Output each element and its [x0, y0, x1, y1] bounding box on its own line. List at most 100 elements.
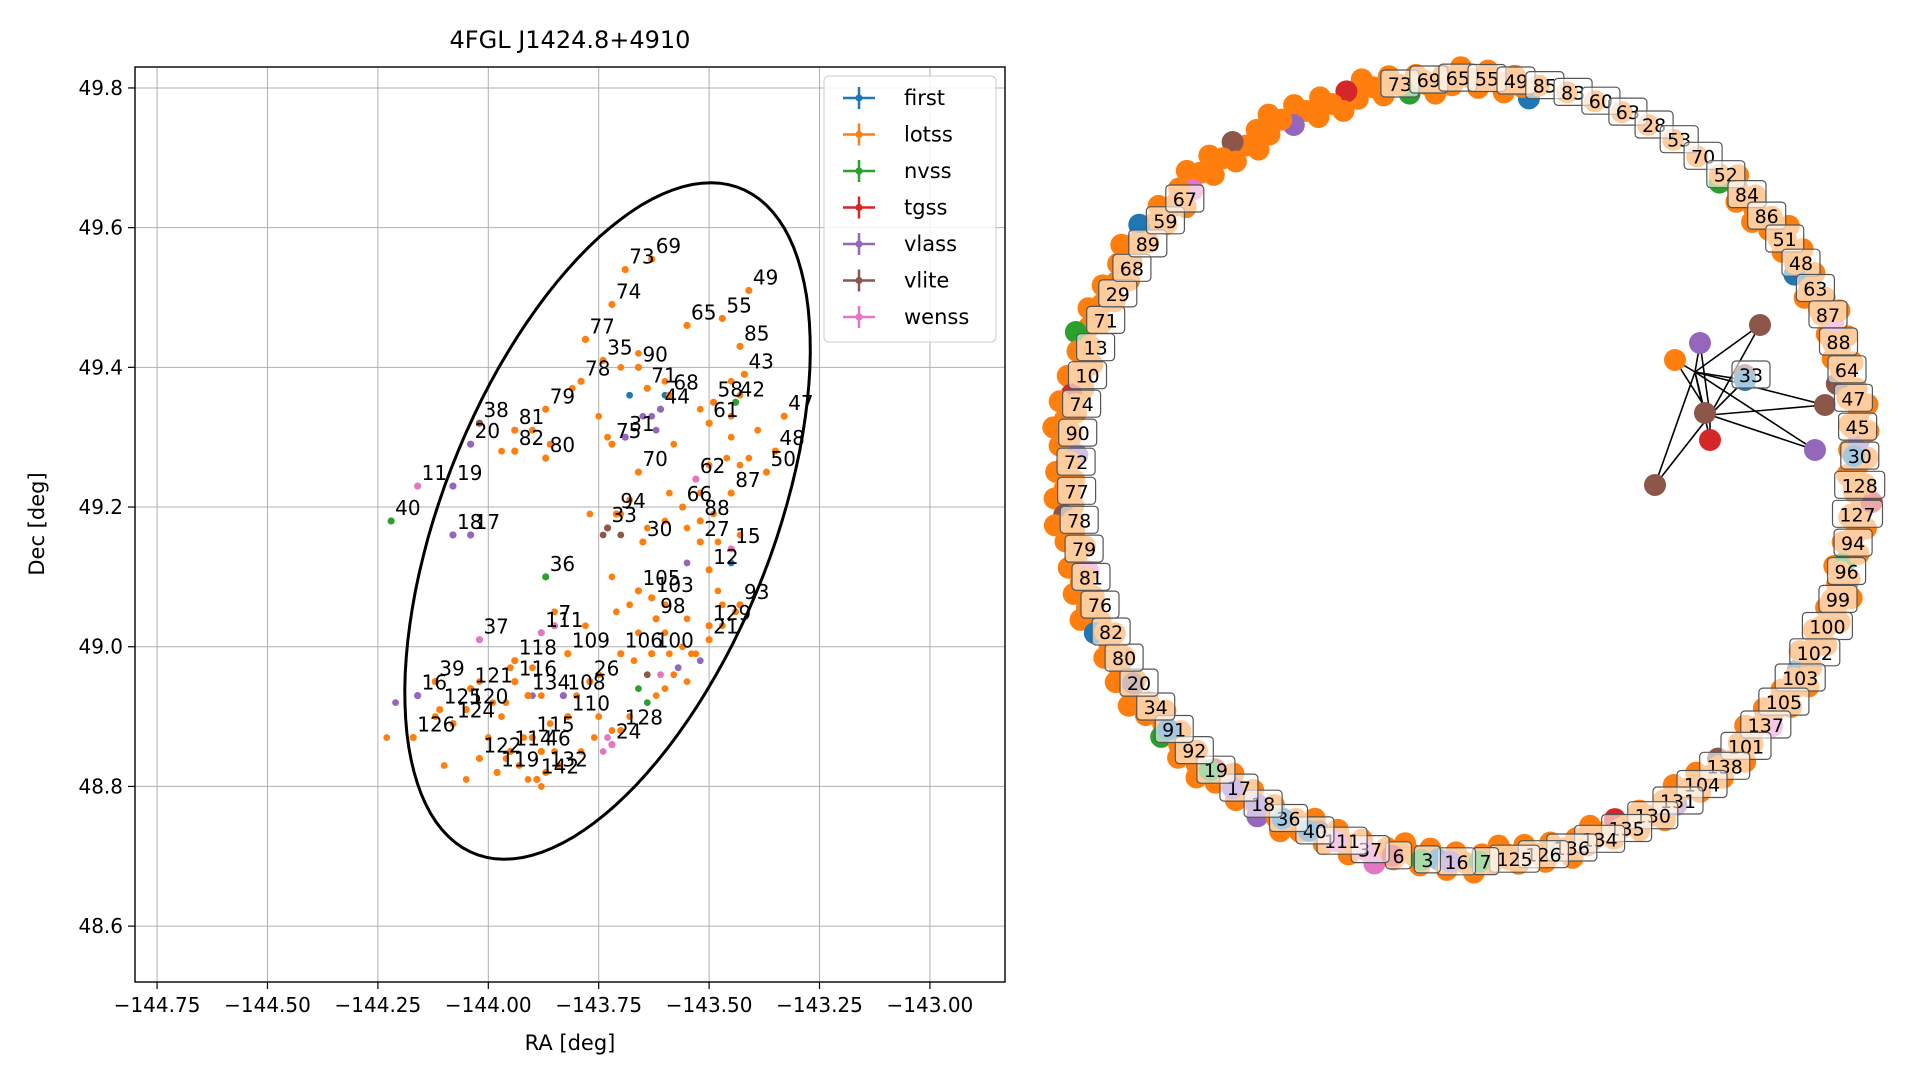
network-node-label: 13 [1084, 338, 1108, 360]
network-node-label: 6 [1392, 846, 1404, 868]
data-point [661, 629, 669, 637]
point-label: 79 [550, 384, 575, 408]
network-label-box [1826, 556, 1867, 586]
network-node [1283, 94, 1306, 117]
data-point [493, 768, 501, 777]
point-label: 37 [483, 615, 508, 639]
data-point [599, 531, 607, 539]
network-label-box [1837, 412, 1878, 441]
network-node [1110, 233, 1133, 256]
x-tick-label: −144.25 [335, 993, 422, 1017]
legend-box [823, 75, 997, 343]
data-point [599, 356, 607, 364]
data-point [537, 692, 545, 700]
x-axis-title: RA [deg] [525, 1031, 616, 1055]
data-point [661, 685, 669, 693]
data-point [511, 657, 519, 665]
point-label: 128 [625, 706, 663, 730]
data-point [608, 440, 616, 448]
network-node-label: 72 [1064, 452, 1088, 474]
point-label: 40 [395, 496, 420, 520]
data-point [524, 776, 532, 783]
point-label: 134 [532, 671, 570, 695]
network-node-label: 59 [1153, 211, 1177, 233]
data-point [727, 433, 735, 441]
network-edge [1709, 404, 1826, 416]
network-node-label: 83 [1561, 82, 1585, 104]
data-point [590, 734, 598, 741]
data-point [643, 524, 651, 532]
x-tick-label: −143.00 [887, 993, 974, 1017]
network-label-box [1818, 327, 1859, 356]
point-label: 74 [616, 279, 641, 303]
network-cluster-node [1694, 402, 1716, 424]
point-label: 55 [726, 293, 751, 317]
point-label: 78 [585, 356, 610, 380]
network-node-label: 105 [1766, 692, 1802, 714]
point-label: 70 [642, 447, 667, 471]
data-point [573, 692, 581, 700]
data-point [449, 719, 457, 728]
network-node-label: 77 [1065, 481, 1089, 503]
data-point [634, 363, 643, 371]
network-node-label: 10 [1075, 366, 1099, 388]
network-label-box [1067, 361, 1108, 390]
data-point [762, 468, 771, 476]
data-point [679, 503, 687, 511]
point-label: 33 [612, 503, 637, 527]
point-label: 38 [483, 398, 508, 422]
legend-label: vlass [904, 232, 957, 256]
data-point [608, 300, 616, 309]
data-point [462, 705, 470, 714]
data-point [617, 363, 625, 371]
data-point [771, 447, 779, 455]
data-point [604, 433, 611, 441]
network-cluster-node [1644, 474, 1666, 496]
point-label: 82 [519, 426, 544, 450]
y-tick-label: 49.0 [78, 635, 123, 659]
data-point [498, 447, 505, 455]
network-label-box [1058, 418, 1098, 447]
chart-title: 4FGL J1424.8+4910 [450, 26, 691, 54]
network-edge [1709, 414, 1816, 451]
data-point [696, 405, 704, 413]
x-tick-label: −144.75 [114, 993, 201, 1017]
network-node-label: 64 [1835, 360, 1859, 382]
network-label-box [1840, 441, 1880, 470]
point-label: 116 [519, 657, 557, 681]
data-point [648, 412, 656, 420]
network-node-label: 65 [1446, 68, 1470, 90]
data-point [683, 321, 691, 330]
point-label: 48 [779, 426, 804, 450]
data-point [542, 454, 550, 462]
legend-marker-dot [855, 167, 863, 175]
point-label: 142 [541, 754, 579, 778]
network-node-label: 55 [1475, 69, 1499, 91]
network-node-label: 60 [1589, 91, 1613, 113]
network-node-label: 45 [1846, 417, 1870, 439]
data-point [635, 685, 642, 693]
network-node-label: 90 [1066, 423, 1090, 445]
point-label: 12 [713, 545, 738, 569]
point-label: 111 [545, 608, 583, 632]
network-label-box [1833, 528, 1873, 557]
legend-marker-dot [855, 94, 863, 102]
data-point [387, 517, 395, 525]
data-point [643, 384, 651, 392]
network-label-box [1071, 562, 1111, 592]
legend-item-wenss: wenss [843, 305, 969, 329]
data-point [705, 461, 713, 469]
network-node-label: 137 [1748, 715, 1784, 737]
data-point [621, 265, 629, 274]
network-node-label: 68 [1120, 258, 1144, 280]
data-point [736, 342, 744, 350]
point-label: 24 [616, 720, 641, 744]
x-tick-label: −144.00 [445, 993, 532, 1017]
network-node-label: 76 [1088, 595, 1112, 617]
data-point [657, 671, 664, 679]
network-node-label: 67 [1173, 189, 1197, 211]
point-label: 17 [475, 510, 500, 534]
data-point [612, 608, 620, 616]
data-point [564, 650, 572, 658]
